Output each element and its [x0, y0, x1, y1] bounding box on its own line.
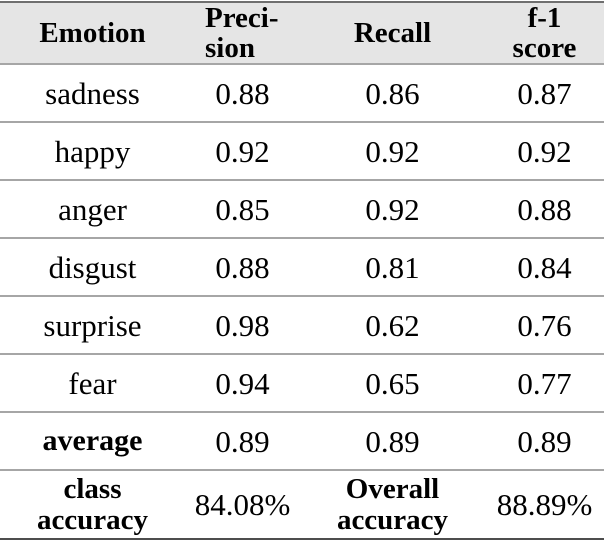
f1-score-value: 0.87 — [517, 75, 572, 111]
precision-value: 0.88 — [215, 249, 270, 285]
recall-value: 0.92 — [365, 133, 420, 169]
class-accuracy-value: 84.08% — [194, 487, 291, 522]
recall-value: 0.65 — [365, 365, 420, 401]
emotion-label: anger — [58, 191, 127, 227]
recall-value: 0.62 — [365, 307, 420, 343]
table-header-row: Emotion Preci- sion Recall f-1 score — [0, 3, 604, 65]
class-accuracy-label: class accuracy — [36, 472, 149, 536]
emotion-label: disgust — [48, 249, 137, 285]
column-header-recall: Recall — [353, 17, 432, 49]
precision-value: 0.94 — [215, 365, 270, 401]
f1-score-value: 0.77 — [517, 365, 572, 401]
f1-score-value: 0.92 — [517, 133, 572, 169]
table-row-sadness: sadness 0.88 0.86 0.87 — [0, 65, 604, 123]
f1-score-value: 0.88 — [517, 191, 572, 227]
column-header-emotion: Emotion — [39, 17, 146, 49]
column-header-f1-score: f-1 score — [512, 2, 577, 64]
recall-value: 0.81 — [365, 249, 420, 285]
overall-accuracy-value: 88.89% — [496, 487, 593, 522]
recall-value: 0.92 — [365, 191, 420, 227]
precision-value: 0.98 — [215, 307, 270, 343]
precision-value: 0.88 — [215, 75, 270, 111]
emotion-label: fear — [68, 365, 117, 401]
recall-value: 0.86 — [365, 75, 420, 111]
table-row-happy: happy 0.92 0.92 0.92 — [0, 123, 604, 181]
column-header-precision: Preci- sion — [205, 2, 279, 64]
f1-score-value: 0.84 — [517, 249, 572, 285]
f1-score-value: 0.89 — [517, 423, 572, 459]
table-row-surprise: surprise 0.98 0.62 0.76 — [0, 297, 604, 355]
emotion-label: surprise — [43, 307, 142, 343]
recall-value: 0.89 — [365, 423, 420, 459]
precision-value: 0.89 — [215, 423, 270, 459]
emotion-label: sadness — [45, 75, 140, 111]
f1-score-value: 0.76 — [517, 307, 572, 343]
emotion-label: average — [42, 424, 143, 457]
overall-accuracy-label: Overall accuracy — [336, 472, 449, 536]
table-row-average: average 0.89 0.89 0.89 — [0, 413, 604, 471]
table-summary-row: class accuracy 84.08% Overall accuracy 8… — [0, 471, 604, 540]
table-row-fear: fear 0.94 0.65 0.77 — [0, 355, 604, 413]
emotion-label: happy — [54, 133, 131, 169]
precision-value: 0.85 — [215, 191, 270, 227]
table-row-disgust: disgust 0.88 0.81 0.84 — [0, 239, 604, 297]
table-row-anger: anger 0.85 0.92 0.88 — [0, 181, 604, 239]
precision-value: 0.92 — [215, 133, 270, 169]
